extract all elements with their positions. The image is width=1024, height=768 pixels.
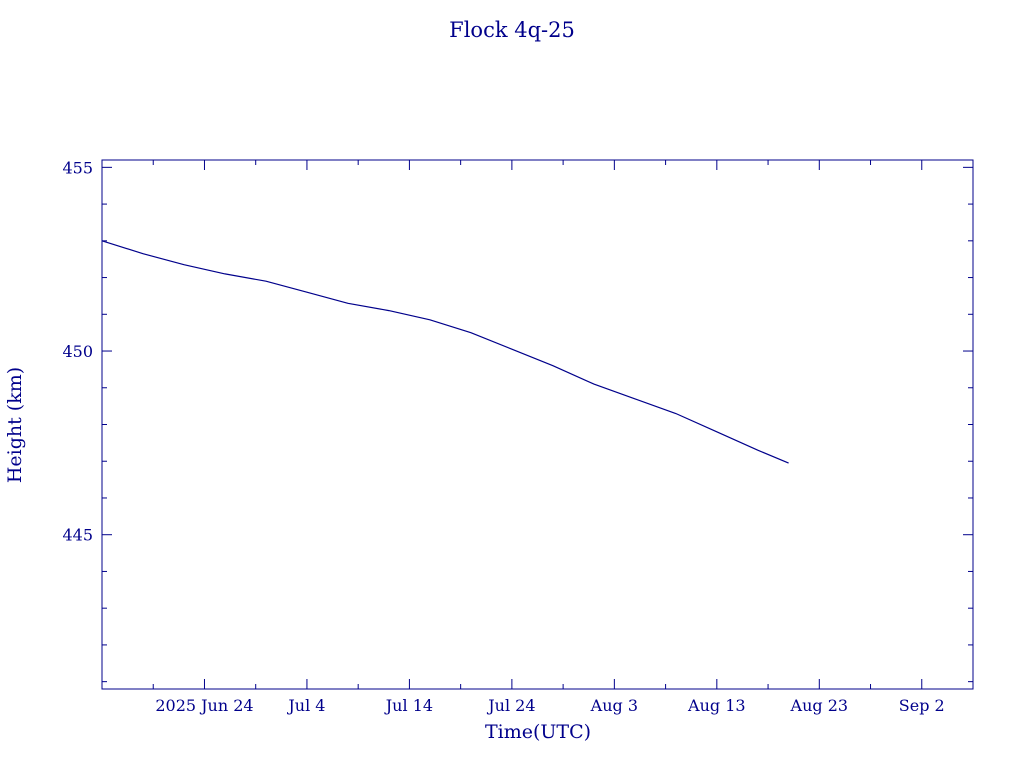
x-tick-label: Aug 13 [687,696,746,715]
y-tick-label: 450 [62,342,93,361]
y-axis-title: Height (km) [4,367,26,483]
y-tick-label: 445 [62,526,93,545]
x-tick-label: Sep 2 [899,696,945,715]
y-tick-label: 455 [62,158,93,177]
x-axis-title: Time(UTC) [485,721,591,743]
x-tick-label: Jul 14 [384,696,433,715]
chart-title: Flock 4q-25 [449,18,575,42]
x-tick-label: Jul 24 [486,696,535,715]
series-line [101,240,789,464]
x-tick-label: Aug 3 [590,696,638,715]
plot-area: 2025 Jun 24 Jul 4 Jul 14 Jul 24 Aug 3 Aug 13 A… [62,158,974,715]
x-tick-label: Aug 23 [790,696,849,715]
x-tick-label: 2025 Jun 24 [155,696,253,715]
x-tick-label: Jul 4 [286,696,325,715]
plot-frame [101,159,974,690]
